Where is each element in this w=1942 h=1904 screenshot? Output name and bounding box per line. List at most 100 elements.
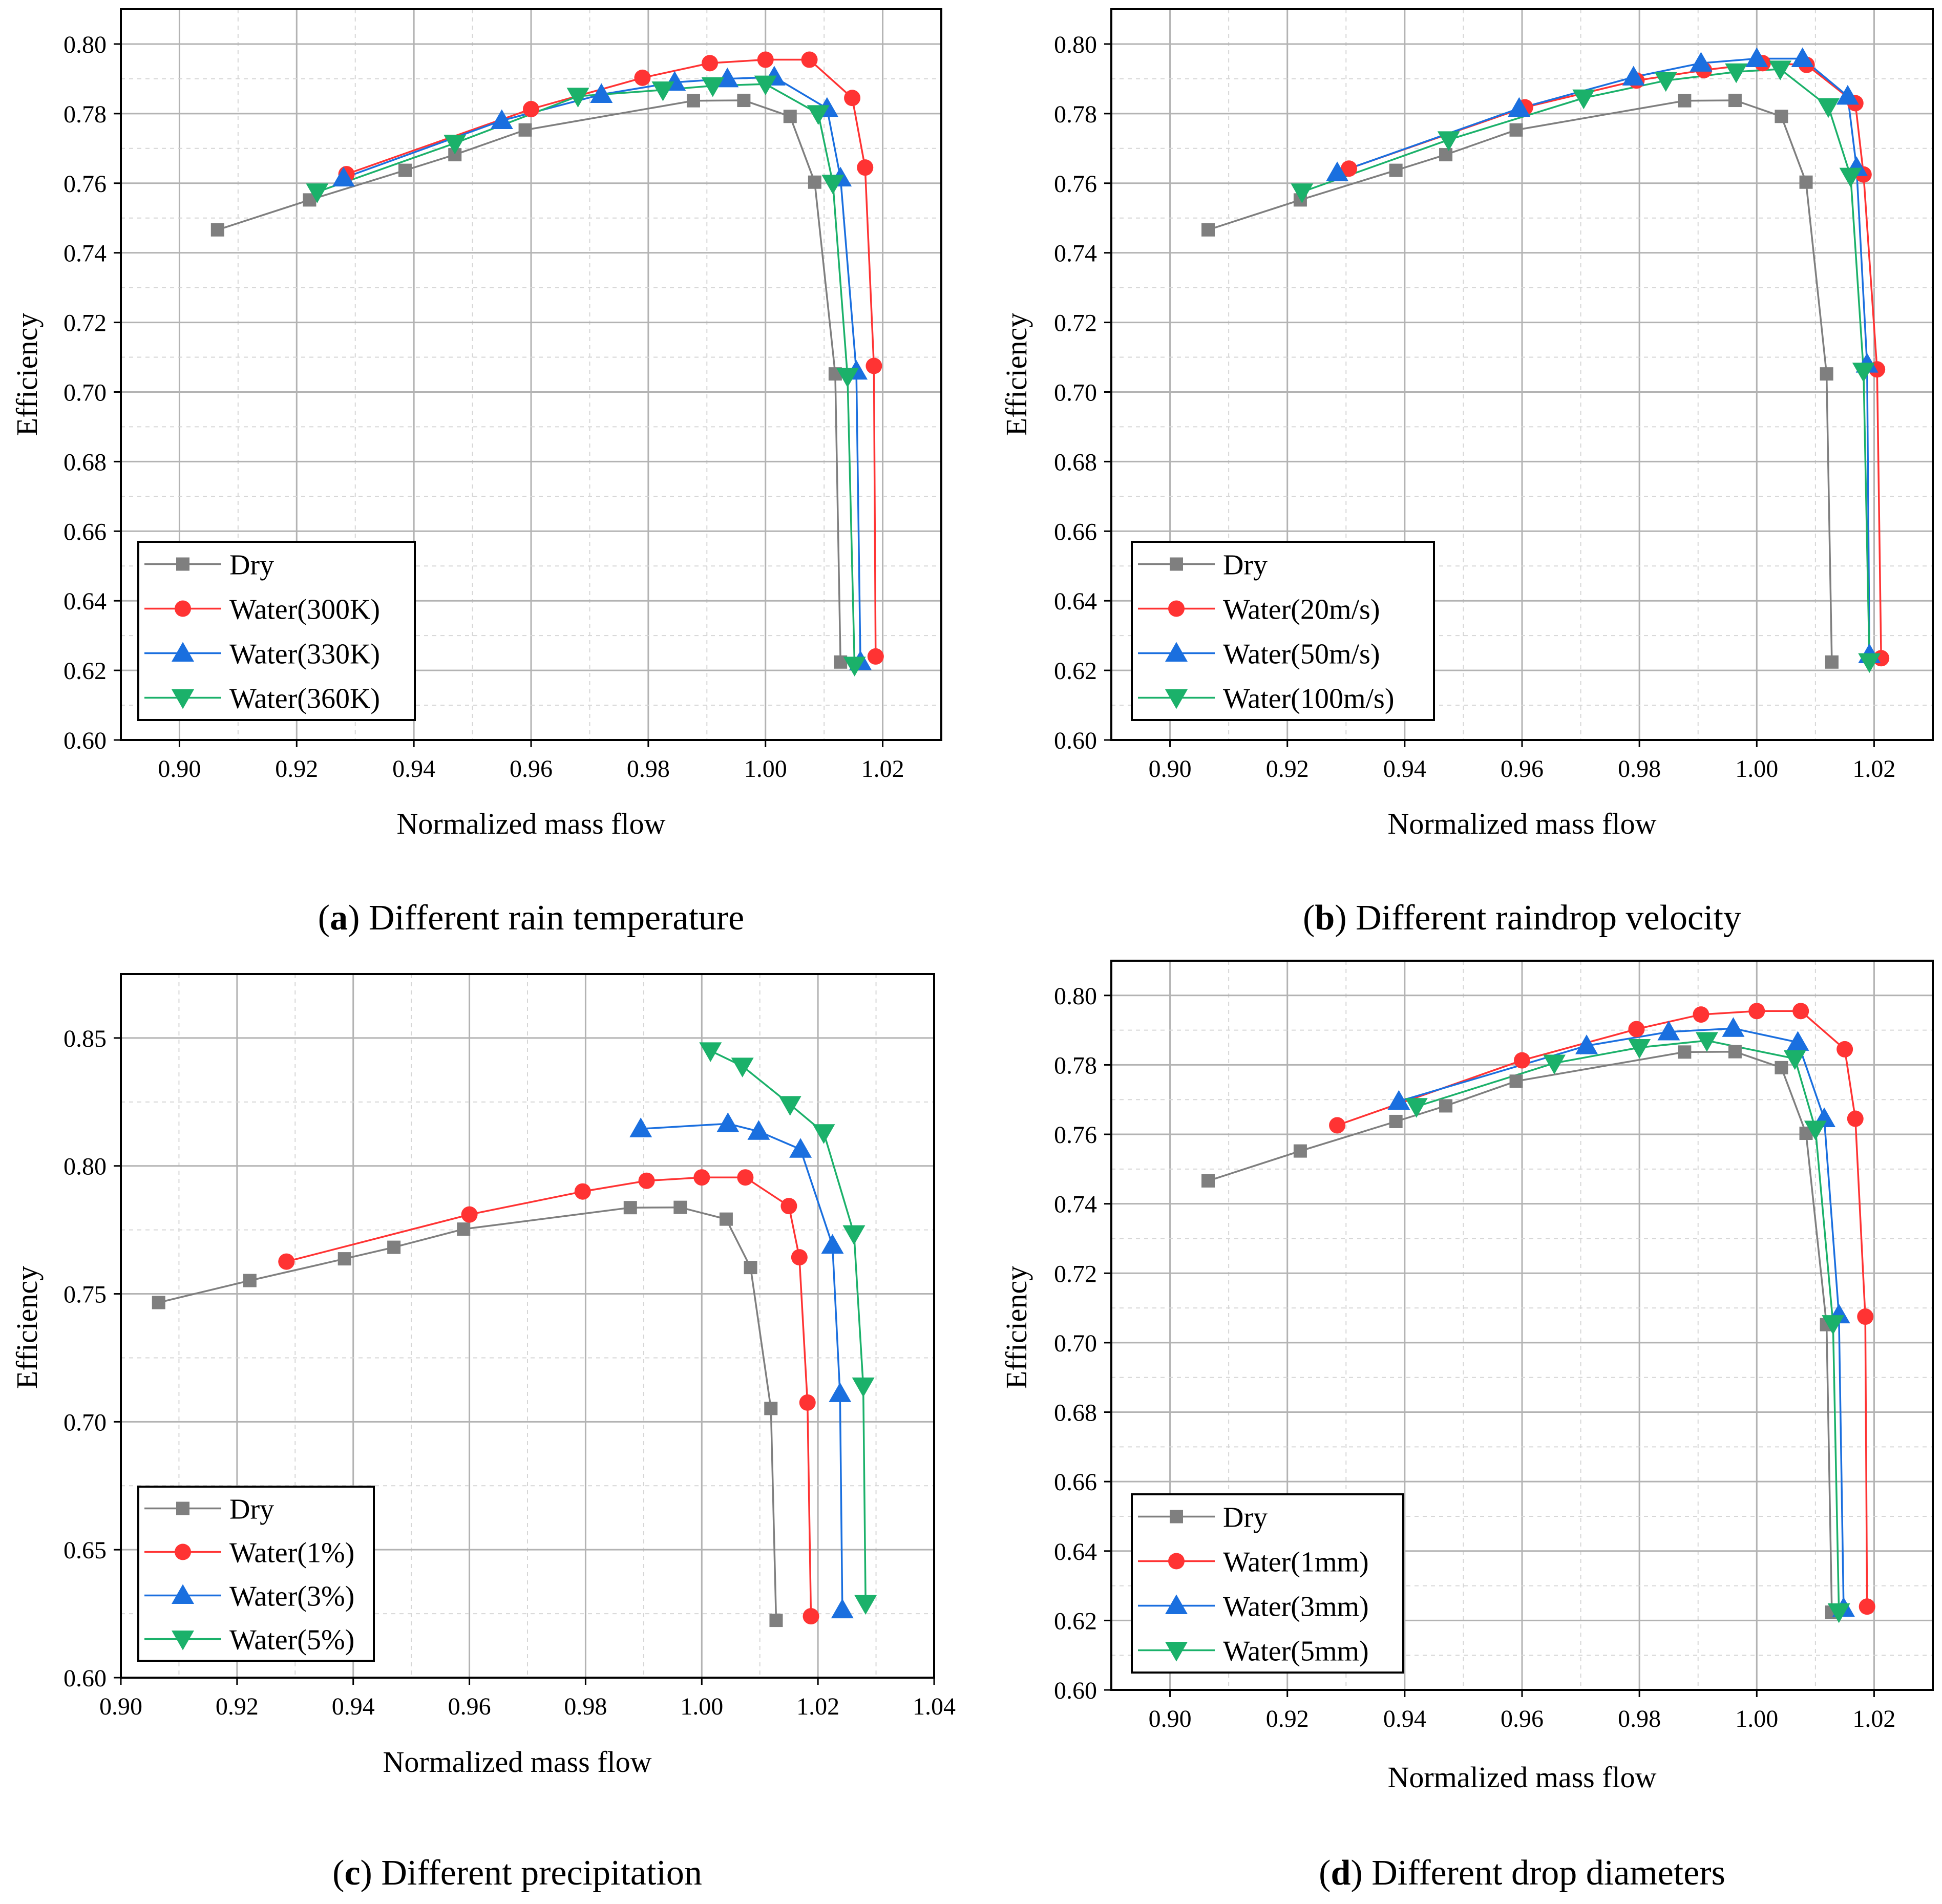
- y-tick-label: 0.60: [64, 1665, 107, 1692]
- data-point: [857, 159, 874, 176]
- y-tick-label: 0.78: [1054, 1052, 1097, 1079]
- legend-marker: [1165, 1594, 1188, 1614]
- data-point: [457, 1222, 471, 1236]
- x-tick-label: 1.04: [913, 1693, 956, 1720]
- caption-letter: c: [344, 1853, 360, 1893]
- panel-d: 0.90 0.92 0.94 0.96 0.98 1.00 1.02 0.60 0.62 0.64…: [1000, 960, 1934, 1893]
- data-point: [1657, 1021, 1680, 1041]
- y-tick-label: 0.80: [64, 31, 107, 58]
- x-tick-label: 0.98: [1618, 755, 1661, 782]
- y-tick-label: 0.64: [64, 588, 107, 615]
- series-line-3: [1416, 1040, 1840, 1612]
- y-tick-label: 0.80: [1054, 31, 1097, 58]
- y-tick-label: 0.64: [1054, 588, 1097, 615]
- data-point: [1508, 97, 1531, 117]
- data-point: [1628, 1021, 1645, 1038]
- data-point: [780, 1198, 797, 1215]
- data-point: [1543, 1054, 1566, 1075]
- y-tick-label: 0.62: [1054, 658, 1097, 685]
- data-point: [1678, 94, 1692, 108]
- data-point: [673, 1200, 687, 1214]
- y-tick-label: 0.85: [64, 1025, 107, 1052]
- data-point: [843, 657, 866, 676]
- data-point: [799, 1394, 816, 1411]
- data-point: [1437, 131, 1460, 151]
- data-point: [757, 51, 774, 68]
- legend-label: Dry: [1223, 1502, 1268, 1534]
- data-point: [1839, 167, 1862, 188]
- x-tick-label: 1.00: [1735, 1705, 1778, 1732]
- x-tick-label: 0.94: [392, 755, 435, 782]
- data-point: [821, 175, 845, 195]
- data-point: [1678, 1045, 1692, 1059]
- data-point: [651, 81, 674, 101]
- y-tick-label: 0.68: [64, 449, 107, 476]
- data-point: [1291, 183, 1314, 203]
- data-point: [716, 67, 739, 88]
- data-point: [1509, 123, 1523, 137]
- y-tick-label: 0.72: [1054, 1260, 1097, 1287]
- legend-label: Water(360K): [229, 683, 380, 715]
- x-tick-label: 0.90: [1149, 755, 1192, 782]
- legend-label: Water(1%): [229, 1537, 354, 1569]
- legend-marker: [172, 1631, 194, 1651]
- data-point: [812, 1124, 835, 1144]
- legend-label: Water(330K): [229, 639, 380, 670]
- data-point: [867, 648, 884, 665]
- y-tick-label: 0.62: [64, 658, 107, 685]
- x-tick-label: 0.90: [158, 755, 201, 782]
- series-line-1: [286, 1176, 812, 1617]
- y-tick-label: 0.70: [1054, 379, 1097, 406]
- legend-label: Dry: [229, 1494, 274, 1526]
- data-point: [398, 163, 412, 177]
- x-axis-title: Normalized mass flow: [396, 807, 665, 840]
- data-point: [1820, 367, 1833, 381]
- caption-text: Different rain temperature: [369, 898, 744, 938]
- y-axis-title: Efficiency: [1000, 1266, 1033, 1389]
- legend-label: Water(3%): [229, 1581, 354, 1613]
- legend-label: Water(100m/s): [1223, 683, 1395, 715]
- data-point: [783, 110, 797, 123]
- data-point: [332, 166, 355, 187]
- legend-label: Water(3mm): [1223, 1591, 1369, 1623]
- y-tick-label: 0.74: [1054, 1191, 1097, 1218]
- y-tick-label: 0.62: [1054, 1607, 1097, 1635]
- legend: Dry Water(300K) Water(330K) Water(360K): [137, 541, 416, 721]
- panel-caption: (c) Different precipitation: [332, 1853, 702, 1893]
- data-point: [852, 1377, 875, 1398]
- data-point: [1622, 66, 1645, 86]
- legend-marker: [176, 1501, 189, 1515]
- legend-marker: [1165, 1642, 1188, 1662]
- series-line-1: [346, 58, 877, 657]
- data-point: [1690, 52, 1713, 72]
- data-point: [590, 83, 613, 103]
- caption-letter: d: [1331, 1853, 1350, 1893]
- data-point: [737, 94, 751, 108]
- panel-caption: (a) Different rain temperature: [318, 898, 744, 938]
- data-point: [764, 1402, 778, 1415]
- data-point: [1836, 84, 1859, 105]
- data-point: [1728, 1045, 1742, 1059]
- legend-marker: [1168, 600, 1185, 617]
- data-point: [1792, 1003, 1809, 1020]
- legend-label: Water(5%): [229, 1624, 354, 1656]
- legend: Dry Water(1%) Water(3%) Water(5%): [137, 1486, 375, 1662]
- x-tick-label: 0.96: [1501, 1705, 1544, 1732]
- data-point: [1387, 1090, 1410, 1110]
- y-tick-label: 0.76: [64, 171, 107, 198]
- data-point: [808, 175, 821, 189]
- y-axis-title: Efficiency: [10, 1266, 44, 1389]
- data-point: [1514, 1052, 1530, 1069]
- x-tick-label: 0.92: [275, 755, 318, 782]
- data-point: [1775, 1061, 1788, 1074]
- legend-marker: [175, 1543, 191, 1560]
- data-point: [1847, 1110, 1864, 1127]
- x-tick-label: 0.92: [216, 1693, 259, 1720]
- x-tick-label: 1.02: [1852, 755, 1895, 782]
- x-tick-label: 0.90: [99, 1693, 142, 1720]
- caption-letter: a: [330, 898, 348, 938]
- data-point: [444, 135, 467, 155]
- data-point: [803, 1608, 819, 1625]
- data-point: [1405, 1098, 1428, 1118]
